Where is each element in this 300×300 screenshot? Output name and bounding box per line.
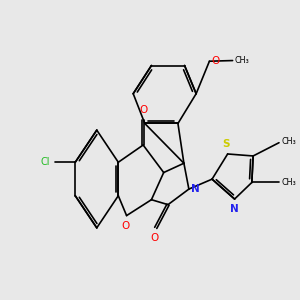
Text: O: O [139,105,147,115]
Text: CH₃: CH₃ [234,56,249,65]
Text: N: N [191,184,200,194]
Text: CH₃: CH₃ [281,178,296,187]
Text: O: O [122,221,130,231]
Text: S: S [222,139,230,148]
Text: O: O [212,56,220,66]
Text: N: N [230,204,238,214]
Text: O: O [150,232,158,243]
Text: CH₃: CH₃ [281,137,296,146]
Text: Cl: Cl [40,157,50,167]
